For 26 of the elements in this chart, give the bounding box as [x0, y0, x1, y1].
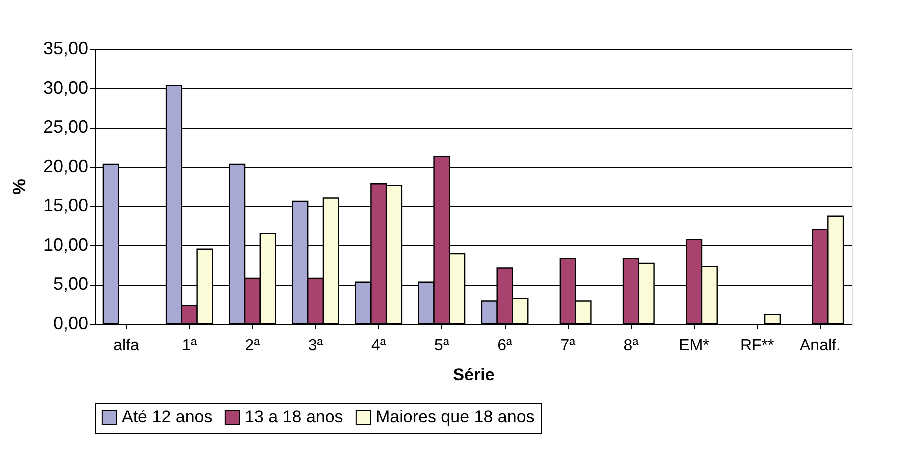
legend-label: 13 a 18 anos [245, 408, 344, 427]
legend-label: Até 12 anos [122, 408, 213, 427]
y-tick-label: 35,00 [43, 38, 88, 58]
x-tick-label: RF** [740, 338, 774, 354]
y-tick-label: 10,00 [43, 234, 88, 255]
x-tick-label: Analf. [800, 338, 841, 354]
x-tick-label: 2ª [245, 338, 260, 354]
x-tick-label: 8ª [624, 338, 639, 354]
y-tick-label: 15,00 [43, 196, 88, 216]
bar [764, 314, 782, 325]
x-tick-label: 6ª [498, 338, 513, 354]
x-tick-label: 1ª [182, 338, 198, 354]
legend-label: Maiores que 18 anos [376, 408, 535, 427]
x-tick-label: EM* [679, 338, 710, 354]
y-tick-label: 25,00 [43, 117, 88, 138]
x-tick-label: 4ª [371, 338, 386, 354]
x-tick-label: 7ª [560, 338, 576, 354]
x-tick-label: 3ª [308, 338, 324, 354]
y-tick-label: 0,00 [53, 314, 88, 334]
y-tick-label: 20,00 [43, 156, 88, 176]
x-axis-title: Série [453, 366, 495, 384]
x-tick-label: alfa [114, 338, 140, 354]
x-tick-label: 5ª [434, 338, 450, 354]
y-tick-label: 30,00 [43, 78, 88, 98]
y-axis-title: % [9, 178, 30, 196]
y-tick-label: 5,00 [53, 274, 88, 294]
